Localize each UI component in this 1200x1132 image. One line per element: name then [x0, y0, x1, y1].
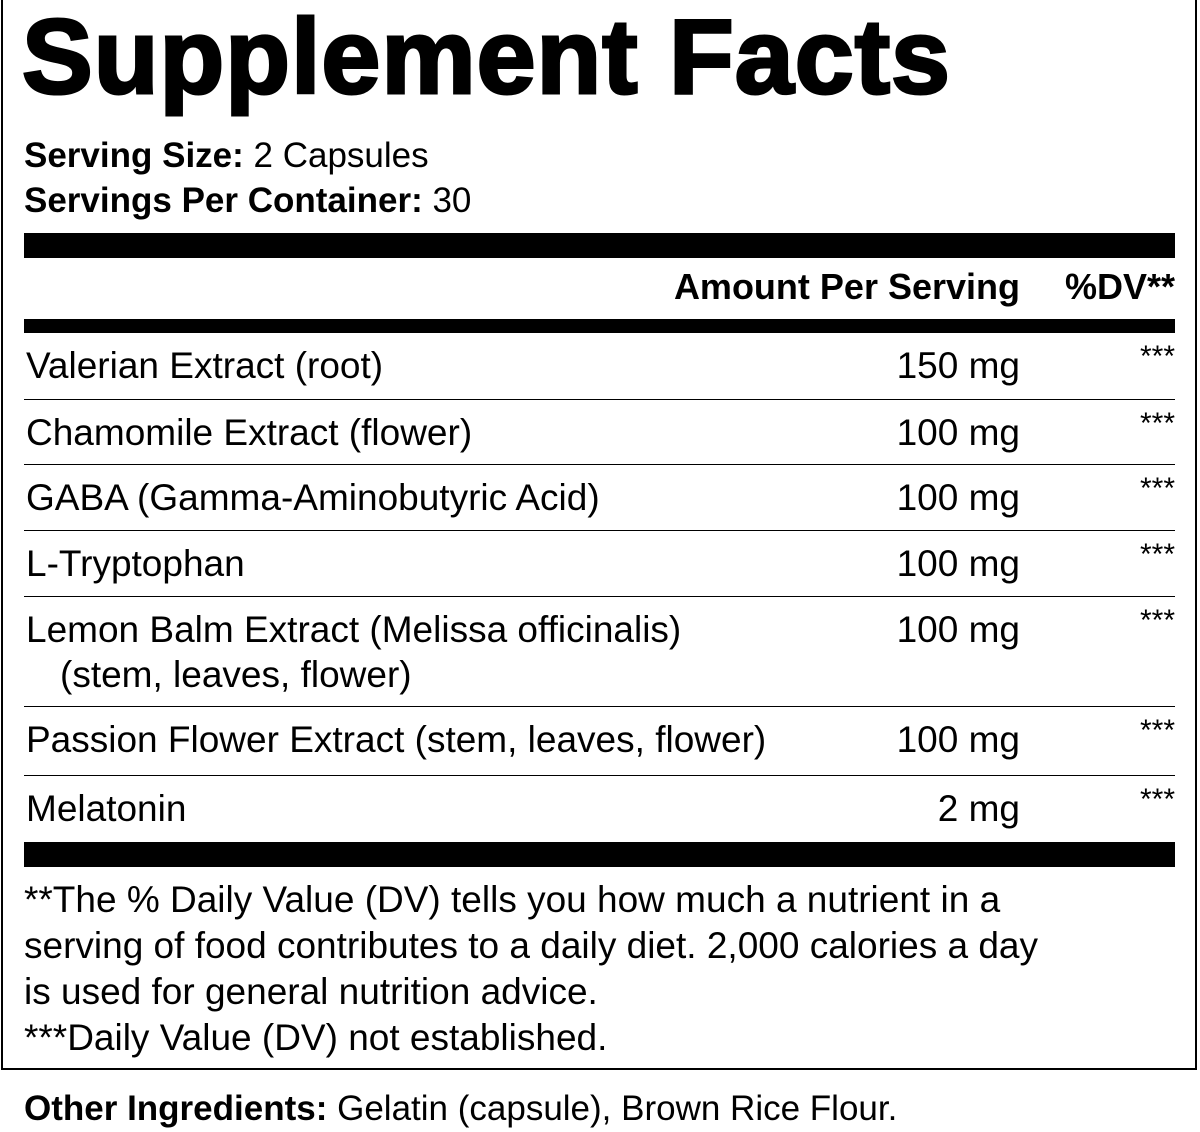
ingredient-row: Passion Flower Extract (stem, leaves, fl… [24, 707, 1175, 776]
other-ingredients-value: Gelatin (capsule), Brown Rice Flour. [337, 1089, 898, 1128]
ingredient-amount: 150 mg [896, 345, 1020, 386]
ingredient-amount: 100 mg [896, 609, 1020, 650]
supplement-facts-panel [1, 0, 1197, 1070]
ingredient-amount: 100 mg [896, 719, 1020, 760]
ingredient-row: L-Tryptophan 100 mg *** [24, 531, 1175, 597]
ingredient-name-detail: (stem, leaves, flower) [60, 654, 412, 695]
medium-divider [24, 319, 1175, 333]
serving-size-value: 2 Capsules [253, 136, 429, 175]
footnote-line: is used for general nutrition advice. [24, 971, 598, 1012]
ingredient-row: GABA (Gamma-Aminobutyric Acid) 100 mg **… [24, 465, 1175, 531]
ingredient-name: Passion Flower Extract (stem, leaves, fl… [26, 719, 767, 760]
dv-header: %DV** [1064, 266, 1175, 307]
servings-per-container-value: 30 [432, 181, 472, 220]
ingredient-name: GABA (Gamma-Aminobutyric Acid) [26, 477, 600, 518]
ingredient-dv: *** [1139, 472, 1175, 505]
ingredient-name: Melatonin [26, 788, 187, 829]
ingredient-row: Melatonin 2 mg *** [24, 776, 1175, 842]
serving-size: Serving Size: 2 Capsules [24, 136, 429, 176]
ingredient-amount: 100 mg [896, 477, 1020, 518]
ingredient-row: Chamomile Extract (flower) 100 mg *** [24, 400, 1175, 465]
servings-per-container: Servings Per Container: 30 [24, 181, 471, 221]
ingredient-amount: 2 mg [937, 788, 1020, 829]
ingredient-dv: *** [1139, 604, 1175, 637]
ingredient-name: Lemon Balm Extract (Melissa officinalis)… [26, 607, 681, 697]
ingredient-dv: *** [1139, 407, 1175, 440]
panel-title: Supplement Facts [21, 0, 952, 118]
other-ingredients-label: Other Ingredients: [24, 1089, 328, 1128]
ingredient-amount: 100 mg [896, 543, 1020, 584]
ingredient-row: Valerian Extract (root) 150 mg *** [24, 333, 1175, 400]
ingredient-name: Chamomile Extract (flower) [26, 412, 473, 453]
ingredient-dv: *** [1139, 340, 1175, 373]
ingredient-name: L-Tryptophan [26, 543, 245, 584]
ingredient-row: Lemon Balm Extract (Melissa officinalis)… [24, 597, 1175, 707]
ingredient-dv: *** [1139, 714, 1175, 747]
footnote-line: ***Daily Value (DV) not established. [24, 1017, 608, 1058]
ingredient-dv: *** [1139, 538, 1175, 571]
serving-size-label: Serving Size: [24, 136, 244, 175]
ingredient-amount: 100 mg [896, 412, 1020, 453]
ingredient-dv: *** [1139, 783, 1175, 816]
ingredient-name: Valerian Extract (root) [26, 345, 384, 386]
footnote-line: **The % Daily Value (DV) tells you how m… [24, 879, 1001, 920]
footnote-line: serving of food contributes to a daily d… [24, 925, 1038, 966]
footnotes: **The % Daily Value (DV) tells you how m… [24, 877, 1184, 1061]
other-ingredients: Other Ingredients: Gelatin (capsule), Br… [24, 1088, 897, 1130]
amount-per-serving-header: Amount Per Serving [673, 266, 1020, 307]
servings-per-container-label: Servings Per Container: [24, 181, 423, 220]
ingredient-name-main: Lemon Balm Extract (Melissa officinalis) [26, 609, 682, 650]
thick-divider [24, 842, 1175, 867]
thick-divider [24, 233, 1175, 258]
